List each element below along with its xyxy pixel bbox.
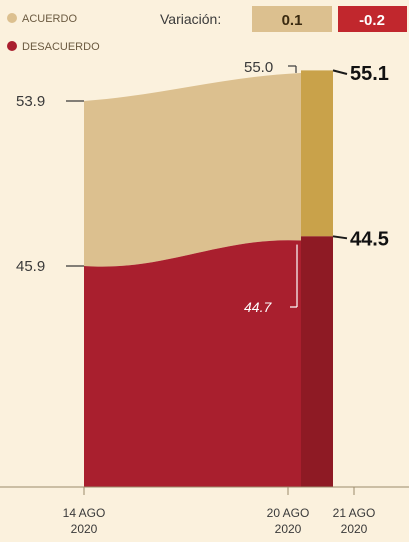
label-desacuerdo-end: 44.5 [350,228,389,250]
legend: ACUERDO DESACUERDO [7,13,100,53]
x-tick-label-year: 2020 [341,522,368,536]
legend-acuerdo-label: ACUERDO [22,13,77,25]
x-tick-label-year: 2020 [275,522,302,536]
variation-desacuerdo-value: -0.2 [359,12,385,29]
variation-label: Variación: [160,11,221,27]
variation-panel: Variación: 0.1 -0.2 [160,6,407,32]
x-axis: 14 AGO 2020 20 AGO 2020 21 AGO 2020 [0,486,409,536]
label-acuerdo-mid: 55.0 [244,59,273,76]
value-labels: 53.9 45.9 55.0 44.7 55.1 44.5 [16,59,389,315]
leader-acuerdo-end [332,69,348,75]
plot-area [84,70,333,487]
area-desacuerdo [84,240,301,487]
label-desacuerdo-mid: 44.7 [244,299,272,315]
x-tick-label-date: 21 AGO [333,506,376,520]
variation-desacuerdo-badge [338,6,407,32]
label-desacuerdo-start: 45.9 [16,258,45,275]
legend-desacuerdo-label: DESACUERDO [22,41,100,53]
bar-acuerdo-latest [301,70,333,237]
label-acuerdo-end: 55.1 [350,63,389,85]
legend-desacuerdo-swatch [7,41,17,51]
variation-acuerdo-badge [252,6,332,32]
x-tick-label-date: 14 AGO [63,506,106,520]
leader-desacuerdo-end [332,235,348,240]
x-tick-label-year: 2020 [71,522,98,536]
legend-acuerdo-swatch [7,13,17,23]
x-tick-label-date: 20 AGO [267,506,310,520]
bar-desacuerdo-latest [301,236,333,487]
label-acuerdo-start: 53.9 [16,93,45,110]
area-acuerdo [84,72,301,267]
variation-acuerdo-value: 0.1 [282,12,303,29]
